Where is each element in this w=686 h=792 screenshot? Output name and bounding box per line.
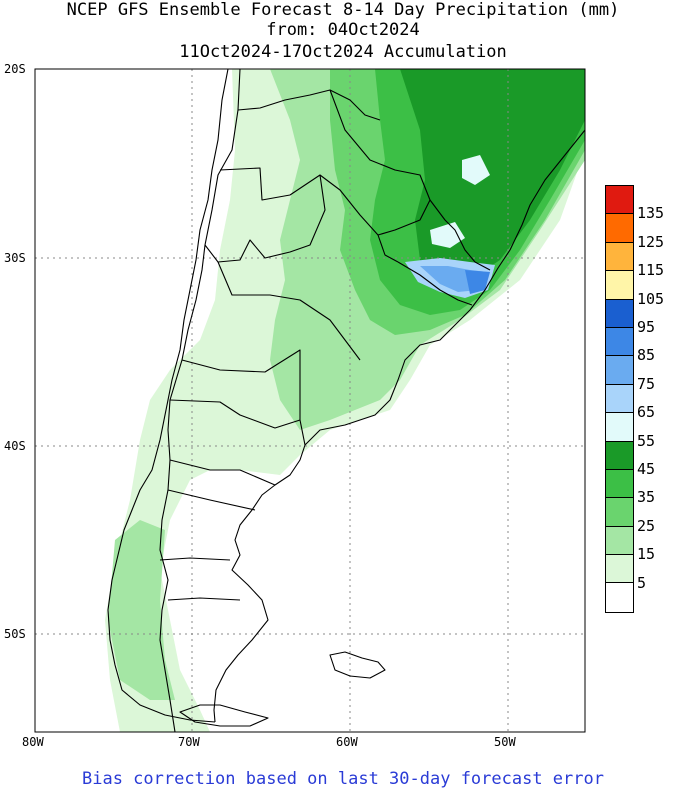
lat-tick-50s: 50S [4, 627, 26, 641]
lat-tick-30s: 30S [4, 251, 26, 265]
legend-swatch [606, 498, 633, 527]
legend-label: 105 [637, 289, 665, 308]
paraguay-border [319, 89, 431, 236]
legend-swatch [606, 384, 633, 414]
coastlines-borders [107, 68, 586, 733]
legend-label: 125 [637, 232, 665, 251]
precip-15-25-south [108, 520, 175, 700]
province-lines-2 [204, 244, 361, 361]
title-line-2: from: 04Oct2024 [266, 20, 420, 40]
plot-frame [34, 68, 586, 733]
precip-55-65-patch [430, 222, 465, 248]
legend-swatch [606, 271, 633, 300]
legend-swatch [606, 469, 633, 499]
province-lines-7 [159, 557, 231, 561]
lat-tick-40s: 40S [4, 439, 26, 453]
lon-tick-70w: 70W [178, 735, 200, 749]
uruguay-argentina-border [377, 234, 399, 263]
legend-label: 135 [637, 204, 665, 223]
legend-label: 85 [637, 346, 656, 365]
legend-swatch [606, 214, 633, 243]
legend-swatch [606, 242, 633, 272]
legend-label: 55 [637, 431, 656, 450]
legend-label: 35 [637, 488, 656, 507]
precip-85-95-patch [465, 270, 490, 294]
legend-label: 25 [637, 516, 656, 535]
province-lines-3 [181, 349, 306, 446]
lon-tick-60w: 60W [336, 735, 358, 749]
precip-55-65-patch-2 [462, 155, 490, 185]
brazil-uruguay-border [429, 199, 491, 271]
province-lines-1 [217, 167, 326, 263]
legend-label: 95 [637, 318, 656, 336]
legend-label: 115 [637, 261, 665, 280]
legend-swatch [606, 526, 633, 556]
rio-de-la-plata [397, 261, 473, 306]
province-lines-4 [169, 399, 301, 429]
legend-label: 65 [637, 403, 656, 422]
precip-45-55-region [400, 69, 585, 280]
legend-swatch [606, 356, 633, 385]
legend-swatch [606, 327, 633, 357]
falklands [329, 651, 386, 679]
lon-tick-80w: 80W [22, 735, 44, 749]
legend-swatch [606, 186, 633, 215]
legend-swatch [606, 583, 633, 612]
province-lines-6 [167, 489, 256, 511]
precip-legend [605, 185, 634, 613]
title-line-3: 11Oct2024-17Oct2024 Accumulation [179, 42, 507, 62]
title-line-1: NCEP GFS Ensemble Forecast 8-14 Day Prec… [66, 0, 620, 20]
province-lines-8 [167, 597, 241, 601]
pacific-coastline [107, 68, 229, 723]
lat-tick-20s: 20S [4, 62, 26, 76]
legend-swatch [606, 299, 633, 328]
precip-fill-layer [105, 69, 585, 732]
legend-swatch [606, 441, 633, 470]
legend-label: 5 [637, 573, 647, 592]
legend-label: 45 [637, 460, 656, 478]
bias-correction-note: Bias correction based on last 30-day for… [82, 769, 604, 789]
argentina-bolivia-border [237, 89, 381, 121]
tierra-del-fuego [179, 704, 269, 727]
legend-swatch [606, 413, 633, 442]
province-lines-5 [169, 459, 276, 486]
legend-label: 75 [637, 374, 656, 393]
legend-swatch [606, 555, 633, 584]
lon-tick-50w: 50W [494, 735, 516, 749]
legend-label: 15 [637, 545, 656, 564]
